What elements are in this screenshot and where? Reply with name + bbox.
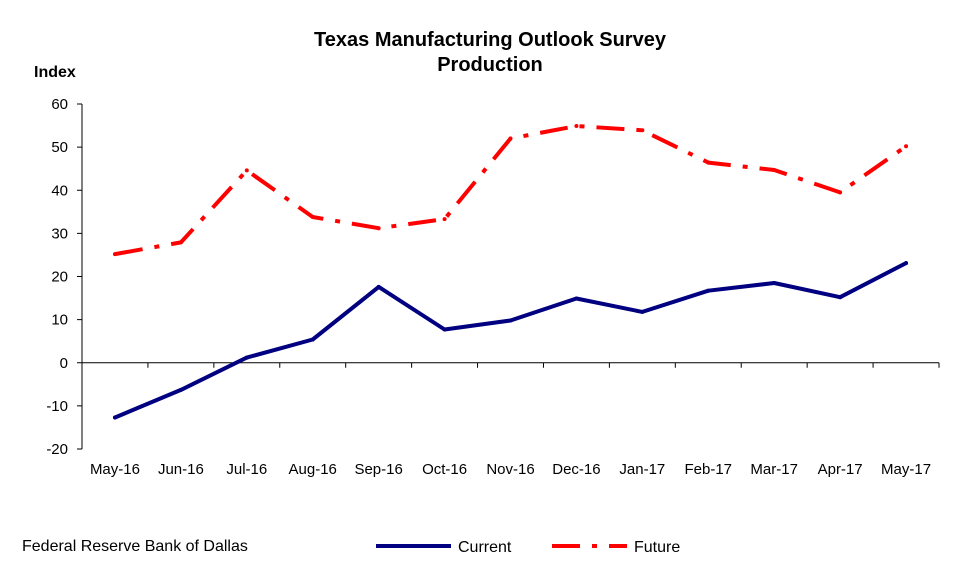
data-point-future [640,128,645,133]
data-point-future [442,217,447,222]
data-point-future [904,144,909,149]
data-point-current [508,318,513,323]
x-tick-label: May-16 [90,461,140,478]
data-point-future [706,160,711,165]
series-line-current [113,261,908,420]
y-tick-label: 10 [51,312,68,329]
data-point-future [112,252,117,257]
data-point-current [112,415,117,420]
y-tick-label: -20 [46,441,68,458]
data-point-future [376,226,381,231]
data-point-current [772,280,777,285]
data-point-future [574,123,579,128]
y-tick-label: 50 [51,139,68,156]
x-tick-label: May-17 [881,461,931,478]
data-point-current [442,327,447,332]
data-point-current [310,337,315,342]
x-tick-label: Sep-16 [354,461,402,478]
y-tick-label: 30 [51,225,68,242]
x-tick-label: Mar-17 [750,461,798,478]
data-point-current [904,261,909,266]
x-tick-label: Dec-16 [552,461,600,478]
chart-subtitle: Production [437,54,543,76]
chart-title: Texas Manufacturing Outlook Survey [314,29,666,51]
x-tick-label: Jun-16 [158,461,204,478]
x-tick-label: Apr-17 [818,461,863,478]
y-tick-label: 60 [51,96,68,113]
data-point-current [838,295,843,300]
data-point-current [376,284,381,289]
data-point-current [244,355,249,360]
data-point-current [574,296,579,301]
x-tick-label: Oct-16 [422,461,467,478]
x-tick-label: Nov-16 [486,461,534,478]
x-tick-label: Aug-16 [289,461,337,478]
y-tick-label: 20 [51,269,68,286]
data-point-future [244,168,249,173]
y-tick-label: 40 [51,182,68,199]
data-point-current [178,387,183,392]
data-point-future [178,240,183,245]
legend-label-future: Future [634,539,680,556]
y-tick-label: -10 [46,398,68,415]
data-point-future [838,190,843,195]
source-note: Federal Reserve Bank of Dallas [22,538,248,555]
data-point-current [706,288,711,293]
x-tick-label: Jan-17 [619,461,665,478]
data-point-future [310,214,315,219]
data-point-future [772,167,777,172]
series-line-future [114,124,908,257]
x-tick-label: Jul-16 [226,461,267,478]
data-point-future [508,136,513,141]
y-axis-label: Index [34,64,76,81]
legend-label-current: Current [458,539,512,556]
x-tick-label: Feb-17 [685,461,733,478]
data-point-current [640,309,645,314]
y-tick-label: 0 [60,355,68,372]
